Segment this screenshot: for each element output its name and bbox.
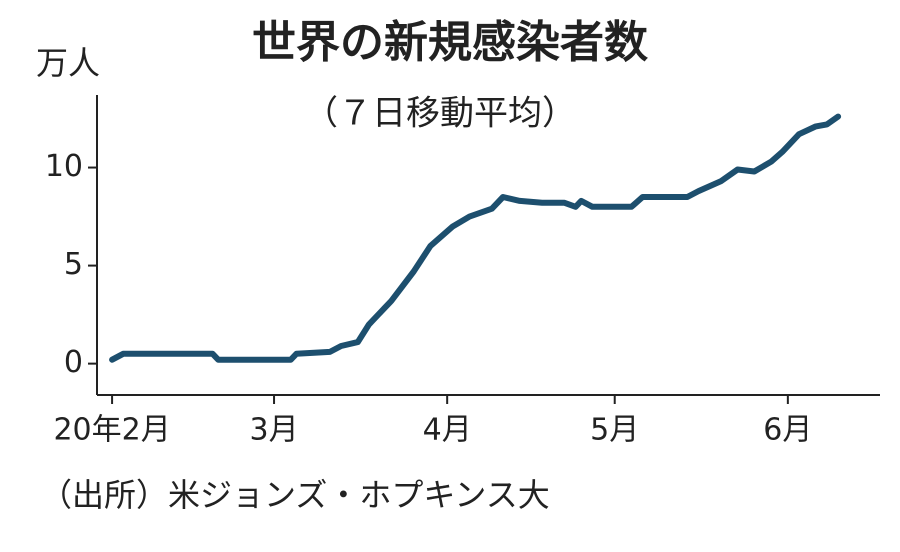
y-tick-label: 10	[45, 149, 83, 184]
y-tick-label: 0	[64, 345, 83, 380]
source: （出所）米ジョンズ・ホプキンス大	[40, 476, 550, 514]
y-axis-label: 万人	[36, 44, 100, 82]
x-tick-label: 5月	[590, 413, 639, 448]
x-tick-label: 3月	[249, 413, 298, 448]
x-tick-label: 4月	[423, 413, 472, 448]
y-tick-label: 5	[64, 247, 83, 282]
x-tick-label: 20年2月	[53, 413, 170, 448]
x-tick-label: 6月	[763, 413, 812, 448]
chart-subtitle: （７日移動平均）	[304, 94, 576, 134]
chart-title: 世界の新規感染者数	[252, 17, 648, 68]
data-line	[109, 113, 842, 363]
